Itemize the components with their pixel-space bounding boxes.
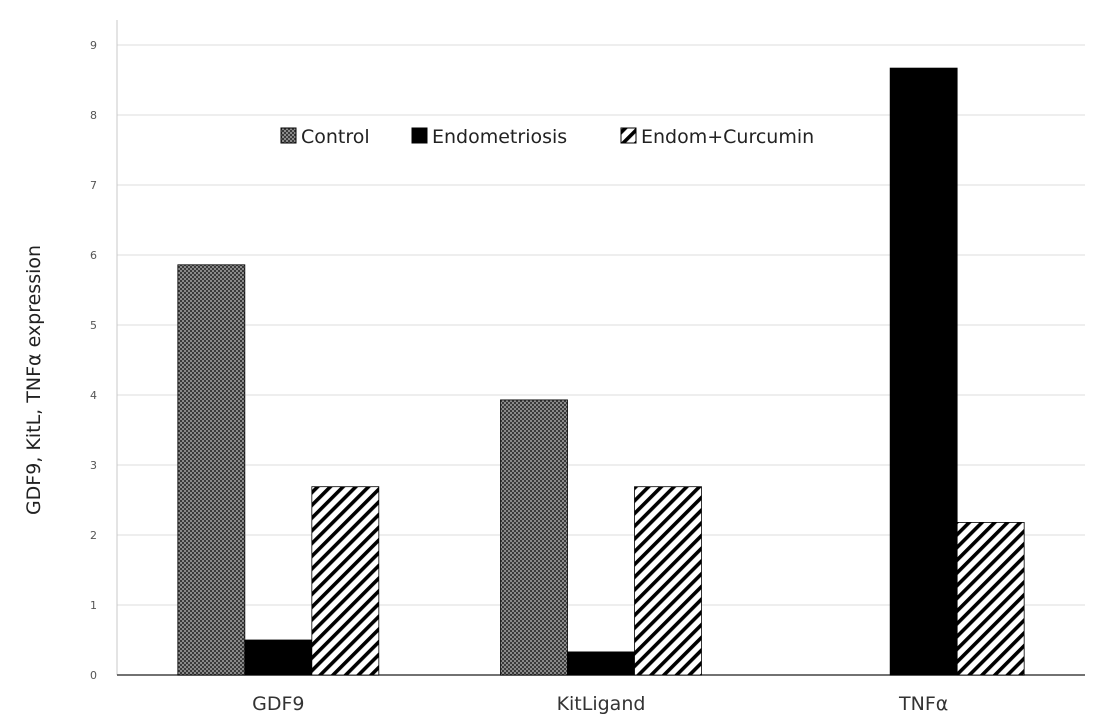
y-tick-label: 8 (90, 109, 97, 122)
y-tick-label: 2 (90, 529, 97, 542)
bar-endometriosis-0 (244, 639, 313, 676)
bar-endometriosis-2 (889, 67, 958, 676)
y-tick-label: 1 (90, 599, 97, 612)
axis-labels: 0 1 2 3 4 5 6 7 8 9 GDF9 KitLigand TNFα (90, 39, 948, 715)
x-tick-label: KitLigand (557, 693, 646, 715)
y-axis-label: GDF9, KitL, TNFα expression (23, 245, 45, 515)
legend-swatch (411, 127, 428, 144)
y-tick-label: 7 (90, 179, 97, 192)
y-tick-label: 5 (90, 319, 97, 332)
legend-swatch (280, 127, 297, 144)
bar-control-0 (177, 264, 246, 676)
legend-swatch (620, 127, 637, 144)
x-tick-label: GDF9 (252, 693, 304, 715)
y-tick-label: 3 (90, 459, 97, 472)
legend: Control Endometriosis Endom+Curcumin (280, 126, 814, 148)
y-tick-label: 0 (90, 669, 97, 682)
bar-endom-curcumin-2 (956, 522, 1025, 676)
bar-endom-curcumin-0 (311, 486, 380, 676)
x-tick-label: TNFα (898, 693, 948, 715)
bar-endometriosis-1 (567, 651, 635, 676)
bar-control-1 (500, 399, 568, 676)
legend-label: Endom+Curcumin (641, 126, 814, 148)
y-tick-label: 4 (90, 389, 97, 402)
gridlines (117, 44, 1085, 606)
bars (177, 67, 1025, 676)
legend-label: Control (301, 126, 370, 148)
y-tick-label: 9 (90, 39, 97, 52)
y-tick-label: 6 (90, 249, 97, 262)
legend-label: Endometriosis (432, 126, 567, 148)
bar-endom-curcumin-1 (634, 486, 702, 676)
